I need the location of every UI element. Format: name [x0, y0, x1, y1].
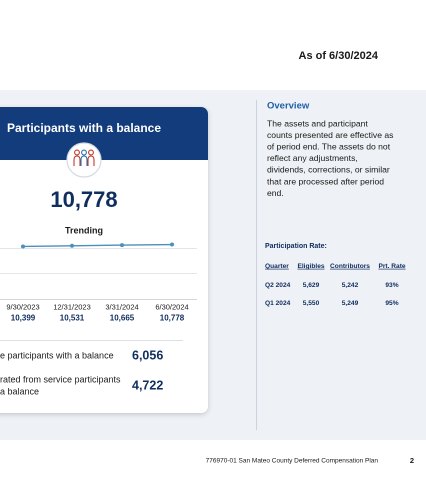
overview-line: end.: [267, 188, 284, 198]
participants-card: Participants with a balance 10,778 Trend…: [0, 107, 208, 413]
overview-text: The assets and participant counts present…: [267, 118, 393, 198]
trend-point: [170, 242, 174, 247]
trend-date: 3/31/2024: [105, 302, 138, 311]
trend-point: [120, 243, 124, 248]
table-cell: 5,629: [303, 282, 320, 289]
overview-line: The assets and participant: [267, 118, 368, 128]
overview-line: of period end. The assets do not: [267, 141, 391, 151]
card-stats: e participants with a balance 6,056 rated …: [0, 348, 163, 396]
people-icon: [66, 142, 102, 178]
participation-table: Quarter Eligibles Contributors Prt. Rate Q2 …: [265, 263, 406, 307]
table-cell: Q1 2024: [265, 300, 291, 307]
table-cell: 93%: [385, 282, 398, 289]
trend-date: 12/31/2023: [53, 302, 91, 311]
trend-point: [70, 243, 74, 248]
trend-chart: 9/30/2023 10,399 12/31/2023 10,531 3/31/2024…: [6, 242, 189, 323]
card-header: [0, 107, 208, 160]
stat-label: rated from service participants: [0, 374, 121, 384]
participation-rate-title: Participation Rate:: [265, 243, 327, 250]
stat-value: 6,056: [132, 348, 163, 362]
stat-label: a balance: [0, 386, 39, 396]
table-cell: 95%: [385, 300, 398, 307]
overview-line: counts presented are effective as: [267, 130, 393, 140]
overview-line: that are processed after period: [267, 176, 384, 186]
trend-date: 9/30/2023: [6, 302, 39, 311]
total-participants: 10,778: [50, 187, 117, 212]
table-header: Prt. Rate: [378, 263, 405, 270]
overview-title: Overview: [267, 101, 310, 112]
table-header: Quarter: [265, 263, 289, 270]
overview-line: dividends, corrections, or similar: [267, 165, 390, 175]
page-number: 2: [410, 456, 414, 465]
table-header: Eligibles: [297, 263, 324, 270]
table-cell: 5,550: [303, 300, 320, 307]
card-title: Participants with a balance: [7, 121, 161, 135]
trend-value: 10,531: [60, 314, 85, 323]
stat-label: e participants with a balance: [0, 350, 114, 360]
trend-line: [22, 243, 173, 248]
stat-value: 4,722: [132, 378, 163, 392]
card-body: [0, 107, 208, 413]
table-cell: 5,242: [342, 282, 359, 289]
table-cell: Q2 2024: [265, 282, 291, 289]
trend-value: 10,778: [160, 314, 185, 323]
footer-text: 776970-01 San Mateo County Deferred Comp…: [206, 458, 379, 465]
trending-label: Trending: [65, 225, 103, 235]
table-cell: 5,249: [342, 300, 359, 307]
trend-point: [21, 244, 25, 249]
as-of-date: As of 6/30/2024: [299, 50, 379, 62]
trend-date: 6/30/2024: [155, 302, 188, 311]
overview-line: reflect any adjustments,: [267, 153, 358, 163]
trend-value: 10,665: [110, 314, 135, 323]
trend-value: 10,399: [11, 314, 36, 323]
table-header: Contributors: [330, 263, 370, 270]
